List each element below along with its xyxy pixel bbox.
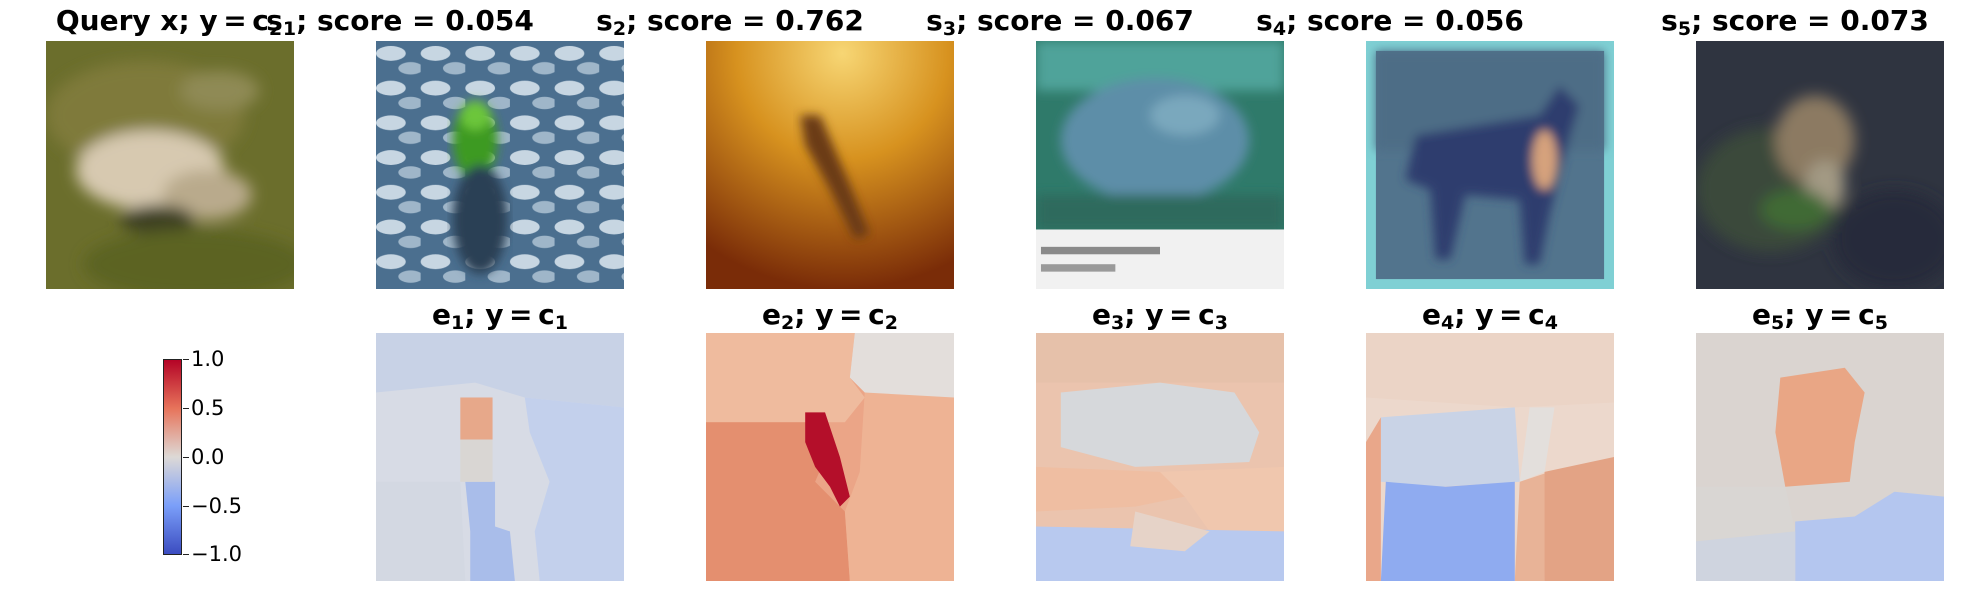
title-e2: e2; y = c2 [762, 298, 898, 334]
colorbar-tick-label: 0.5 [191, 396, 225, 420]
s2-image [706, 41, 954, 289]
colorbar-tick-label: −0.5 [191, 494, 242, 518]
colorbar-tick [183, 506, 189, 507]
colorbar-tick [183, 457, 189, 458]
colorbar [163, 359, 182, 555]
colorbar-tick [183, 359, 189, 360]
colorbar-tick [183, 408, 189, 409]
title-s1: s1; score = 0.054 [266, 4, 534, 40]
colorbar-tick [183, 554, 189, 555]
e3-explanation-map [1036, 333, 1284, 581]
query-image [46, 41, 294, 289]
e4-explanation-map [1366, 333, 1614, 581]
title-e4: e4; y = c4 [1422, 298, 1558, 334]
e1-explanation-map [376, 333, 624, 581]
colorbar-tick-label: −1.0 [191, 542, 242, 566]
s1-image [376, 41, 624, 289]
title-e3: e3; y = c3 [1092, 298, 1228, 334]
colorbar-tick-label: 1.0 [191, 347, 225, 371]
title-s5: s5; score = 0.073 [1661, 4, 1929, 40]
e5-explanation-map [1696, 333, 1944, 581]
s4-image [1366, 41, 1614, 289]
title-query: Query x; y = c2 [55, 4, 283, 40]
s3-image [1036, 41, 1284, 289]
title-s4: s4; score = 0.056 [1256, 4, 1524, 40]
e2-explanation-map [706, 333, 954, 581]
colorbar-tick-label: 0.0 [191, 445, 225, 469]
title-e1: e1; y = c1 [432, 298, 568, 334]
title-s3: s3; score = 0.067 [926, 4, 1194, 40]
title-e5: e5; y = c5 [1752, 298, 1888, 334]
s5-image [1696, 41, 1944, 289]
title-s2: s2; score = 0.762 [596, 4, 864, 40]
